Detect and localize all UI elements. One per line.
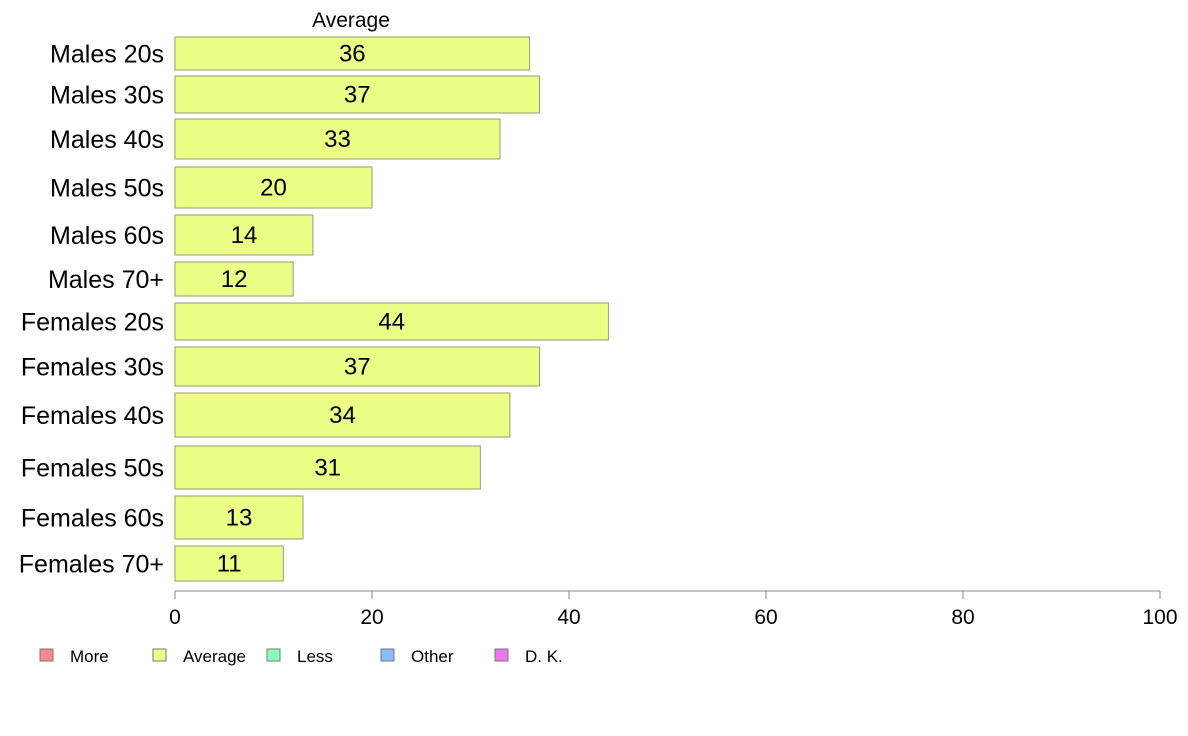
bar-value-label: 31 <box>314 455 341 482</box>
bar <box>174 36 531 71</box>
category-label: Males 40s <box>50 126 164 154</box>
legend-swatch <box>39 648 54 662</box>
bar <box>174 214 314 256</box>
bar <box>174 261 294 297</box>
bar <box>174 166 373 209</box>
category-label: Males 50s <box>50 175 164 203</box>
bar-value-label: 14 <box>231 222 258 249</box>
category-label: Females 60s <box>21 505 164 533</box>
bar-value-label: 20 <box>260 175 287 202</box>
bar <box>174 392 511 438</box>
x-tick-label: 20 <box>360 606 383 629</box>
bar <box>174 118 501 160</box>
legend-label: More <box>70 647 109 666</box>
bar-value-label: 13 <box>226 505 253 532</box>
legend-swatch <box>380 648 395 662</box>
bar-value-label: 12 <box>221 266 248 293</box>
column-header: Average <box>312 9 390 32</box>
bar-value-label: 33 <box>324 126 351 153</box>
x-axis: 0 20 40 60 80 100 <box>169 590 1178 629</box>
bar <box>174 302 609 341</box>
x-tick-label: 80 <box>951 606 974 629</box>
bar-value-label: 37 <box>344 82 371 109</box>
x-tick-label: 0 <box>169 606 181 629</box>
bar-value-label: 36 <box>339 41 366 68</box>
category-label: Males 60s <box>50 222 164 250</box>
bar <box>174 545 284 582</box>
legend-swatch <box>152 648 167 662</box>
legend-label: Average <box>183 647 246 666</box>
x-tick-label: 100 <box>1142 606 1177 629</box>
category-labels: Males 20s Males 30s Males 40s Males 50s Male… <box>19 41 164 579</box>
category-label: Females 50s <box>21 455 164 483</box>
bar-value-label: 34 <box>329 402 356 429</box>
x-tick-label: 60 <box>754 606 777 629</box>
legend-label: Less <box>297 647 333 666</box>
bar <box>174 346 540 387</box>
category-label: Females 40s <box>21 402 164 430</box>
category-label: Females 20s <box>21 309 164 337</box>
legend-label: Other <box>411 647 454 666</box>
bar-value-label: 11 <box>217 551 242 578</box>
x-tick-label: 40 <box>557 606 580 629</box>
bar <box>174 445 481 490</box>
category-label: Females 70+ <box>19 551 164 579</box>
category-label: Males 70+ <box>48 266 164 294</box>
category-label: Females 30s <box>21 354 164 382</box>
category-label: Males 30s <box>50 82 164 110</box>
bar <box>174 495 304 540</box>
legend: More Average Less Other D. K. <box>39 647 563 666</box>
legend-swatch <box>494 648 509 662</box>
legend-label: D. K. <box>525 647 563 666</box>
category-label: Males 20s <box>50 41 164 69</box>
bar <box>174 75 540 114</box>
legend-swatch <box>266 648 281 662</box>
bar-value-label: 44 <box>378 309 405 336</box>
bar-value-label: 37 <box>344 354 371 381</box>
